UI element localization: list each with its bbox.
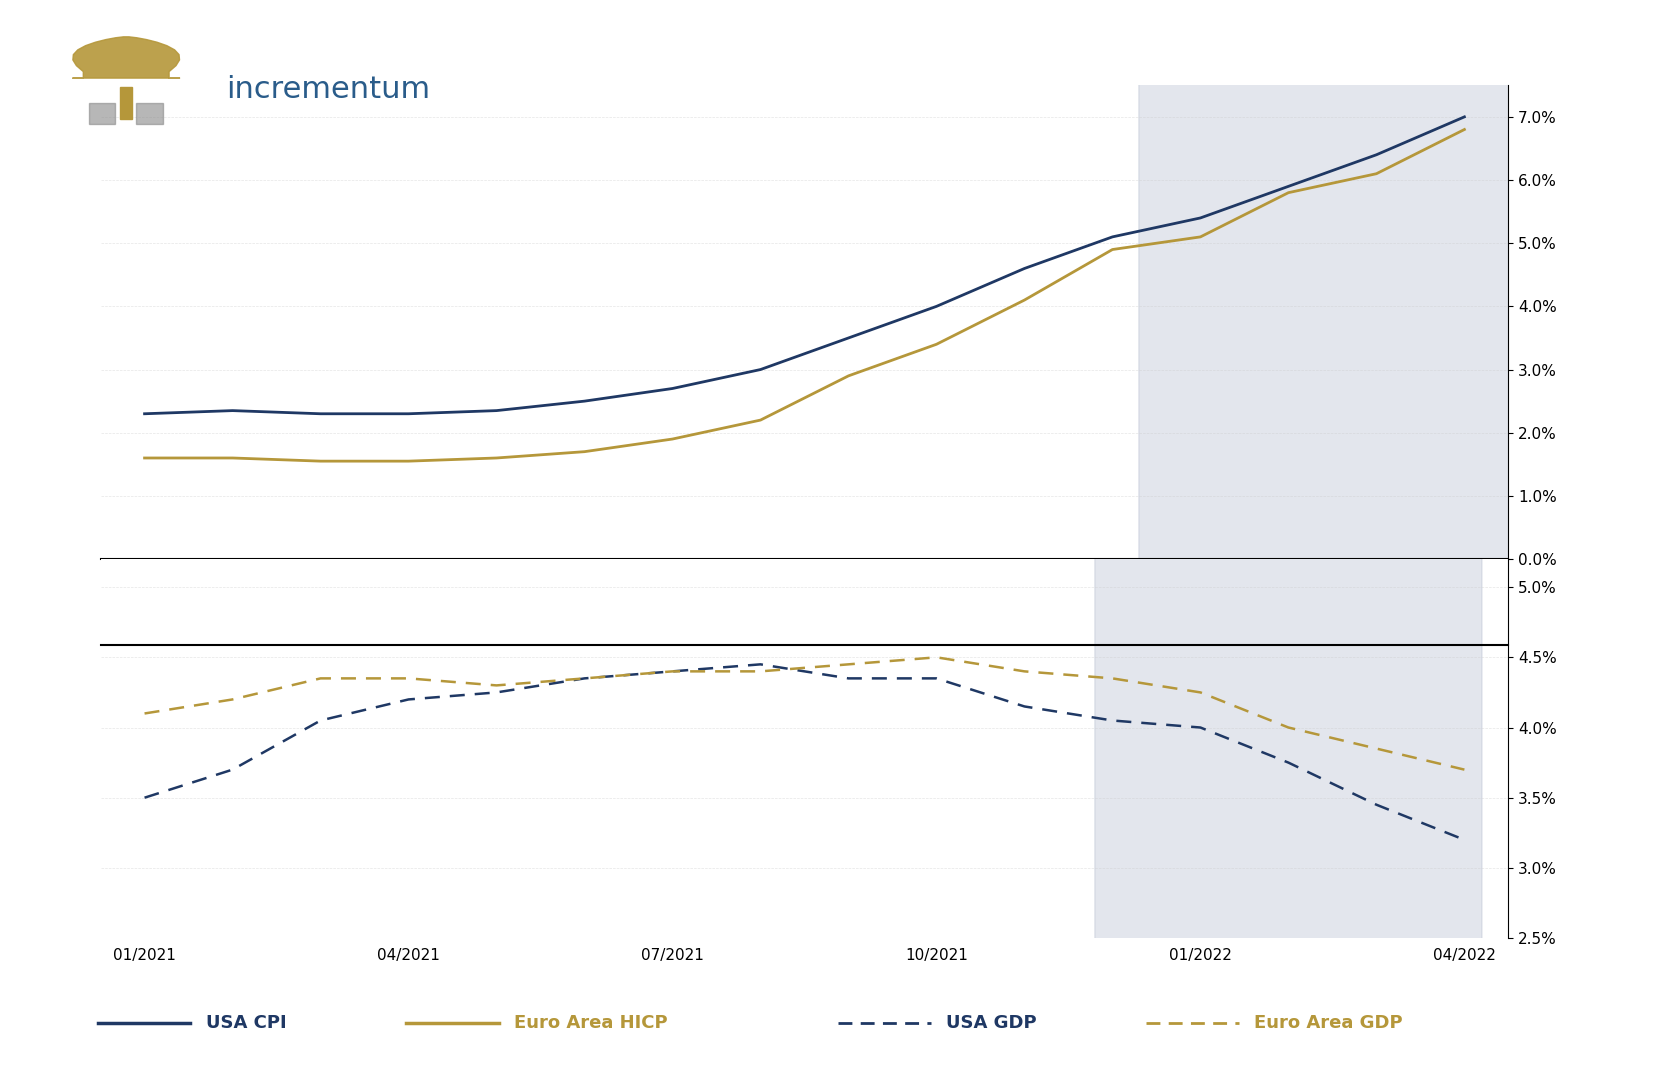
Circle shape (1140, 0, 1527, 1066)
Bar (136, 103, 163, 124)
Text: Euro Area HICP: Euro Area HICP (515, 1015, 667, 1032)
Text: incrementum: incrementum (226, 75, 431, 103)
Text: USA GDP: USA GDP (945, 1015, 1036, 1032)
Circle shape (1094, 0, 1482, 1066)
Bar (89, 103, 116, 124)
Bar (119, 86, 132, 119)
Text: Euro Area GDP: Euro Area GDP (1254, 1015, 1403, 1032)
Text: USA CPI: USA CPI (206, 1015, 287, 1032)
